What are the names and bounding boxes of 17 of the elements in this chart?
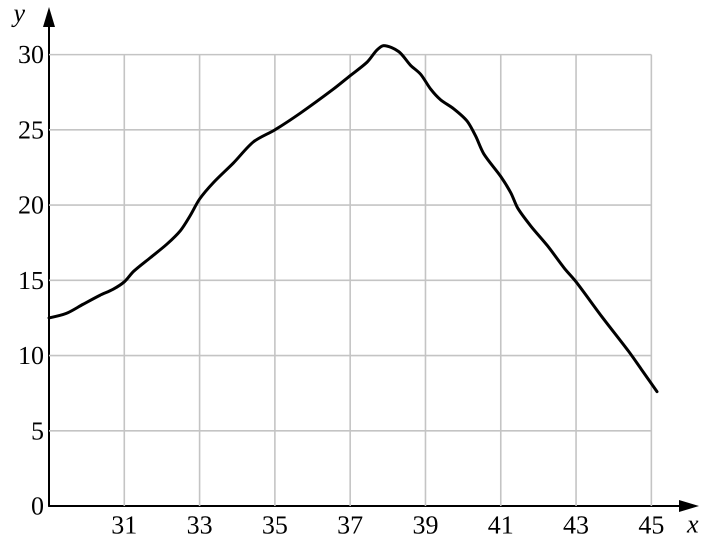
y-tick-label: 15 (18, 266, 44, 295)
y-tick-label: 10 (18, 341, 44, 370)
y-tick-label: 20 (18, 190, 44, 220)
x-tick-label: 39 (412, 510, 438, 540)
x-tick-label: 31 (111, 510, 138, 540)
y-tick-label: 30 (18, 40, 44, 70)
x-tick-label: 45 (638, 510, 664, 540)
x-tick-label: 43 (563, 510, 590, 540)
y-tick-label: 0 (31, 492, 44, 520)
x-axis-title: x (686, 510, 699, 538)
y-tick-label: 5 (31, 416, 44, 446)
x-tick-label: 41 (488, 510, 514, 540)
y-tick-label: 25 (18, 115, 44, 144)
y-axis-title: y (10, 0, 26, 28)
x-tick-label: 33 (186, 510, 213, 540)
x-tick-label: 37 (337, 510, 364, 540)
x-tick-label: 35 (262, 510, 288, 540)
